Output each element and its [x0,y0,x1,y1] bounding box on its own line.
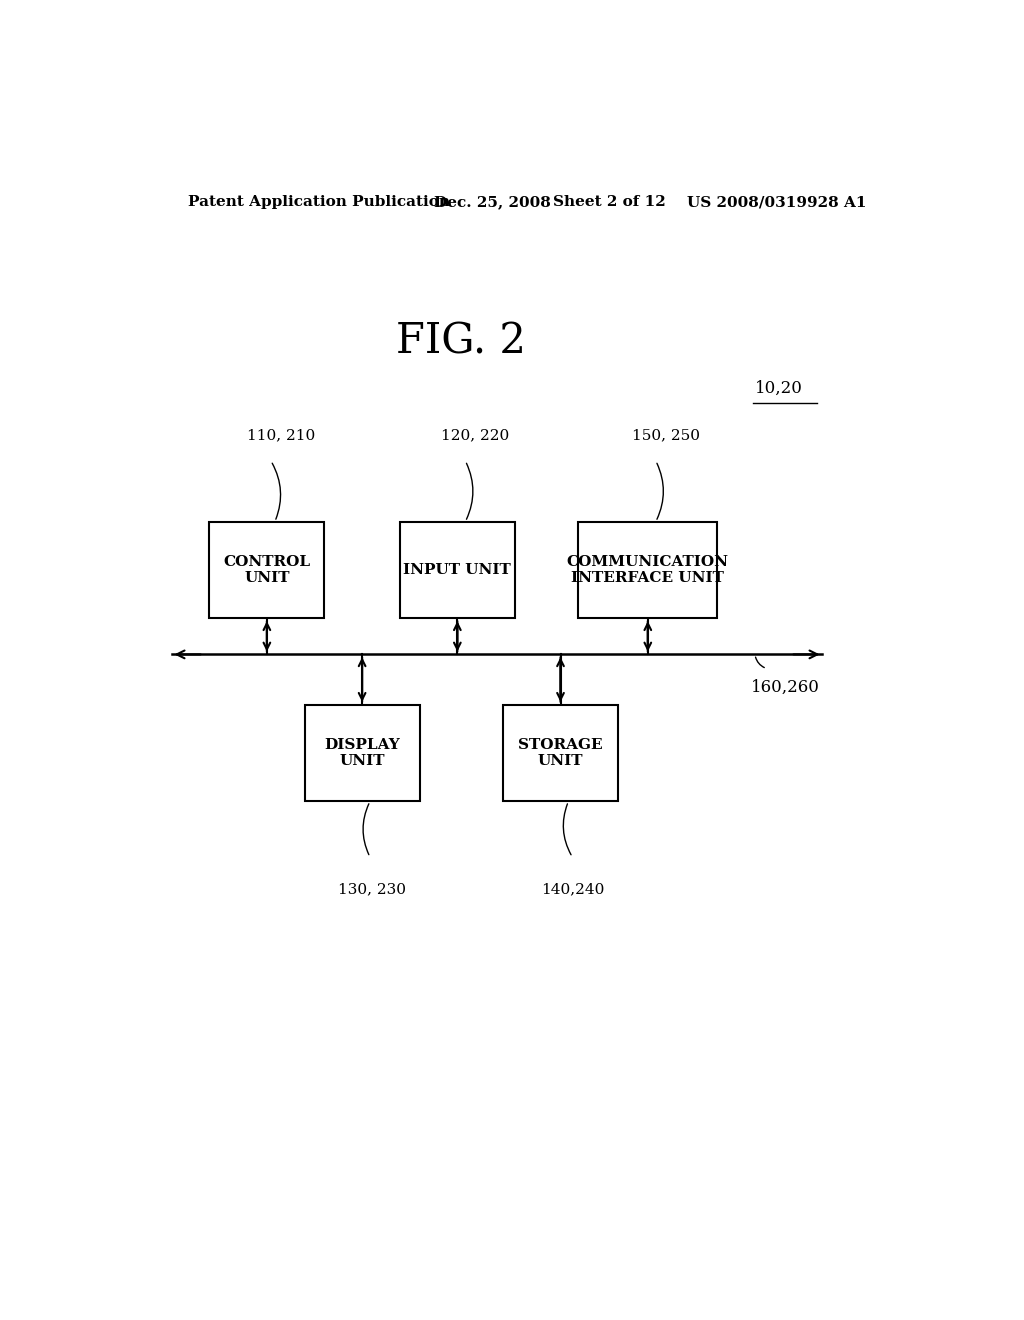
Text: 120, 220: 120, 220 [441,429,510,442]
Text: STORAGE
UNIT: STORAGE UNIT [518,738,603,768]
FancyBboxPatch shape [399,521,515,618]
Text: US 2008/0319928 A1: US 2008/0319928 A1 [687,195,867,209]
Text: 110, 210: 110, 210 [247,429,315,442]
FancyBboxPatch shape [579,521,717,618]
Text: Sheet 2 of 12: Sheet 2 of 12 [553,195,666,209]
Text: Patent Application Publication: Patent Application Publication [187,195,450,209]
Text: 140,240: 140,240 [541,883,604,896]
Text: 130, 230: 130, 230 [338,883,407,896]
FancyBboxPatch shape [304,705,420,801]
FancyBboxPatch shape [209,521,325,618]
FancyBboxPatch shape [503,705,618,801]
Text: INPUT UNIT: INPUT UNIT [403,564,511,577]
Text: 10,20: 10,20 [755,380,803,397]
Text: 160,260: 160,260 [751,678,820,696]
Text: FIG. 2: FIG. 2 [396,321,526,363]
Text: COMMUNICATION
INTERFACE UNIT: COMMUNICATION INTERFACE UNIT [567,554,729,585]
Text: DISPLAY
UNIT: DISPLAY UNIT [325,738,400,768]
Text: Dec. 25, 2008: Dec. 25, 2008 [433,195,551,209]
Text: 150, 250: 150, 250 [632,429,700,442]
Text: CONTROL
UNIT: CONTROL UNIT [223,554,310,585]
